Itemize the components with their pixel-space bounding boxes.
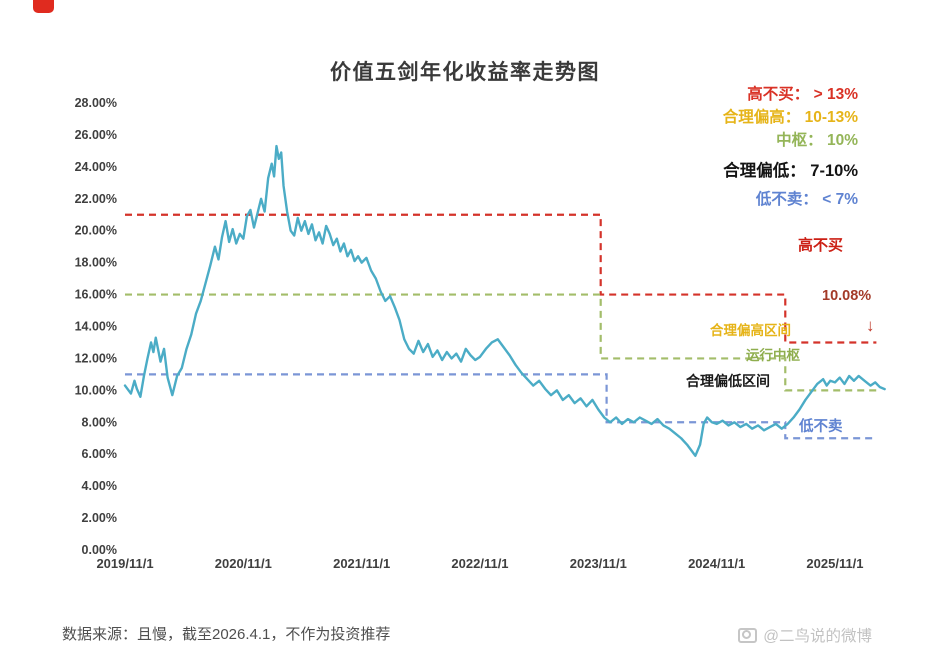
legend-value: < 7% xyxy=(817,191,858,208)
x-tick-label: 2021/11/1 xyxy=(333,556,390,571)
data-source-note: 数据来源：且慢，截至2026.4.1，不作为投资推荐 xyxy=(62,626,391,643)
watermark-text: @二鸟说的微博 xyxy=(763,628,872,645)
legend-item-fair-high: 合理偏高： 10-13% xyxy=(723,106,858,129)
annotation-fair-low-band: 合理偏低区间 xyxy=(686,373,770,389)
y-tick-label: 4.00% xyxy=(82,479,117,493)
y-tick-label: 2.00% xyxy=(82,511,117,525)
legend-item-low-no-sell: 低不卖： < 7% xyxy=(723,188,858,211)
annotation-running-center: 运行中枢 xyxy=(746,348,800,363)
x-tick-label: 2022/11/1 xyxy=(451,556,508,571)
y-tick-label: 24.00% xyxy=(75,160,117,174)
x-tick-label: 2020/11/1 xyxy=(215,556,272,571)
legend-label: 低不卖： xyxy=(755,191,818,208)
y-tick-label: 12.00% xyxy=(75,351,117,365)
y-tick-label: 8.00% xyxy=(82,415,117,429)
x-tick-label: 2025/11/1 xyxy=(806,556,863,571)
legend-item-center: 中枢： 10% xyxy=(723,129,858,152)
y-tick-label: 10.00% xyxy=(75,383,117,397)
y-tick-label: 6.00% xyxy=(82,447,117,461)
legend-label: 合理偏低： xyxy=(723,162,806,180)
brand-logo-fragment xyxy=(33,0,54,13)
y-tick-label: 26.00% xyxy=(75,128,117,142)
y-tick-label: 18.00% xyxy=(75,256,117,270)
y-tick-label: 16.00% xyxy=(75,288,117,302)
threshold-line-threshold-center xyxy=(125,293,877,392)
y-tick-label: 28.00% xyxy=(75,96,117,110)
legend-item-high-no-buy: 高不买： > 13% xyxy=(723,83,858,106)
legend-value: 10-13% xyxy=(800,109,858,126)
chart-title: 价值五剑年化收益率走势图 xyxy=(330,61,600,84)
legend-label: 合理偏高： xyxy=(722,109,801,126)
x-tick-label: 2019/11/1 xyxy=(96,556,153,571)
y-tick-label: 14.00% xyxy=(75,320,117,334)
y-tick-label: 22.00% xyxy=(75,192,117,206)
y-tick-label: 20.00% xyxy=(75,224,117,238)
legend-item-fair-low: 合理偏低： 7-10% xyxy=(723,160,858,183)
return-series-line xyxy=(123,144,886,458)
legend-label: 中枢： xyxy=(776,132,823,149)
legend-value: > 13% xyxy=(809,86,858,103)
legend-label: 高不买： xyxy=(747,86,810,103)
threshold-line-threshold-sell-no xyxy=(125,373,877,440)
threshold-line-threshold-buy-no-more xyxy=(125,213,877,344)
annotation-low-no-sell: 低不卖 xyxy=(799,419,843,435)
legend: 高不买： > 13% 合理偏高： 10-13% 中枢： 10% 合理偏低： 7-… xyxy=(723,83,858,211)
x-tick-label: 2023/11/1 xyxy=(570,556,627,571)
annotation-current-value: 10.08% xyxy=(822,288,872,304)
down-arrow-icon: ↓ xyxy=(866,316,875,335)
annotation-high-no-buy: 高不买 xyxy=(798,237,844,254)
watermark: @二鸟说的微博 xyxy=(738,624,872,646)
camera-icon xyxy=(738,628,758,643)
y-tick-label: 0.00% xyxy=(82,543,117,557)
x-tick-label: 2024/11/1 xyxy=(688,556,745,571)
annotation-fair-high-band: 合理偏高区间 xyxy=(710,323,791,338)
legend-value: 7-10% xyxy=(805,162,858,180)
legend-value: 10% xyxy=(822,132,858,149)
